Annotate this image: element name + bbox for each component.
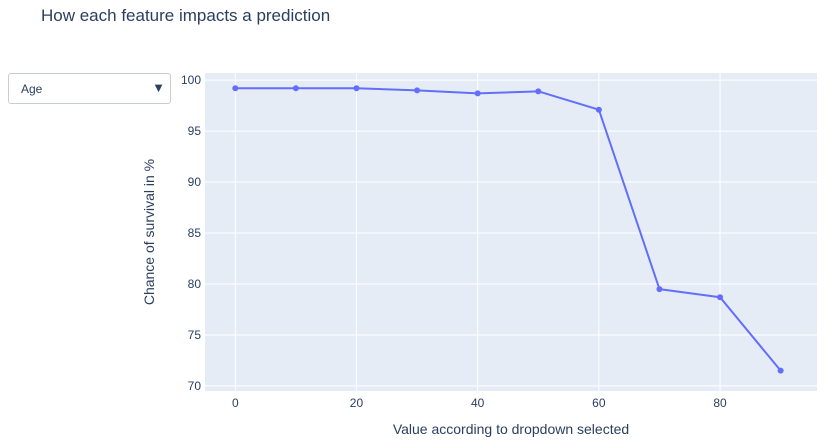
chart-title: How each feature impacts a prediction: [41, 6, 331, 25]
data-point[interactable]: [414, 87, 421, 94]
y-tick-label: 70: [188, 379, 202, 393]
data-point[interactable]: [777, 367, 784, 374]
y-tick-label: 75: [188, 328, 202, 342]
x-tick-label: 0: [232, 396, 239, 410]
dropdown-selected-value: Age: [21, 82, 43, 96]
triangle-down-icon: ▼: [152, 80, 165, 95]
y-tick-label: 85: [188, 226, 202, 240]
series-line: [235, 87, 782, 372]
y-tick-label: 90: [188, 175, 202, 189]
tick-labels: 0 20 40 60 80 70 75 80 85 90 95 100: [181, 73, 727, 410]
x-axis-title: Value according to dropdown selected: [393, 421, 629, 437]
data-point[interactable]: [474, 90, 481, 97]
y-tick-label: 80: [188, 277, 202, 291]
x-tick-label: 80: [713, 396, 727, 410]
plot-area: [205, 73, 817, 391]
series-layer: [232, 85, 784, 374]
y-axis-title: Chance of survival in %: [141, 159, 157, 305]
feature-dropdown[interactable]: Age ▼: [8, 73, 171, 104]
gridlines: [205, 73, 817, 391]
x-tick-label: 40: [471, 396, 485, 410]
data-point[interactable]: [353, 85, 360, 92]
data-point[interactable]: [717, 294, 724, 301]
data-point[interactable]: [292, 85, 299, 92]
y-tick-label: 100: [181, 73, 201, 87]
data-point[interactable]: [595, 106, 602, 113]
data-point[interactable]: [535, 88, 542, 95]
data-point[interactable]: [232, 85, 239, 92]
data-point[interactable]: [656, 286, 663, 293]
x-tick-label: 60: [592, 396, 606, 410]
y-tick-label: 95: [188, 124, 202, 138]
x-tick-label: 20: [350, 396, 364, 410]
